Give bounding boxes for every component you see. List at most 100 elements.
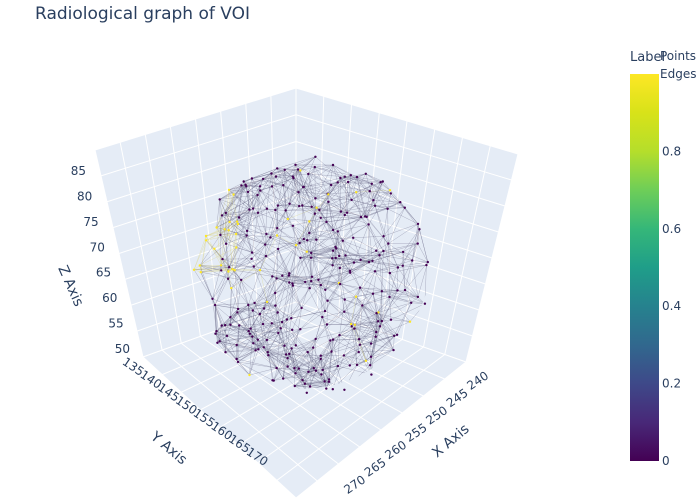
point-marker bbox=[389, 318, 393, 321]
edge-line bbox=[375, 321, 383, 337]
edge-line bbox=[372, 293, 383, 322]
edge-line bbox=[307, 221, 310, 241]
point-marker bbox=[338, 266, 341, 270]
edge-line bbox=[216, 215, 223, 228]
edge-line bbox=[356, 177, 367, 217]
edge-line bbox=[236, 336, 253, 360]
gridline bbox=[276, 354, 446, 481]
legend-item-edges[interactable]: Edges bbox=[660, 65, 696, 83]
point-marker bbox=[408, 320, 412, 323]
point-marker bbox=[220, 214, 224, 217]
edge-line bbox=[266, 301, 279, 334]
edge-line bbox=[228, 271, 232, 289]
edge-line bbox=[216, 227, 222, 266]
edge-line bbox=[266, 173, 272, 209]
edge-line bbox=[322, 365, 338, 371]
point-marker bbox=[306, 350, 309, 354]
edge-line bbox=[301, 284, 321, 309]
edge-line bbox=[295, 345, 308, 353]
edge-line bbox=[376, 250, 399, 268]
edge-line bbox=[356, 181, 383, 193]
point-marker bbox=[257, 348, 260, 351]
point-marker bbox=[349, 271, 352, 274]
edge-line bbox=[351, 326, 360, 340]
edge-line bbox=[246, 235, 279, 250]
edge-line bbox=[349, 343, 372, 366]
edge-line bbox=[247, 230, 267, 235]
edge-line bbox=[402, 251, 406, 291]
edge-line bbox=[360, 236, 384, 261]
legend: Points Edges bbox=[660, 47, 696, 83]
edge-line bbox=[403, 251, 428, 263]
edge-line bbox=[372, 293, 412, 303]
edge-line bbox=[350, 261, 370, 273]
point-marker bbox=[341, 239, 344, 242]
edge-line bbox=[327, 283, 340, 301]
edge-line bbox=[262, 323, 281, 329]
edge-line bbox=[337, 182, 352, 201]
point-marker bbox=[270, 172, 273, 175]
edge-line bbox=[225, 243, 229, 279]
edge-line bbox=[314, 164, 334, 168]
edge-line bbox=[277, 228, 307, 252]
edge-line bbox=[230, 288, 232, 318]
edge-line bbox=[333, 216, 367, 231]
edge-line bbox=[200, 269, 233, 273]
edge-line bbox=[370, 349, 394, 366]
point-marker bbox=[330, 350, 333, 353]
edge-line bbox=[258, 349, 277, 369]
point-marker bbox=[286, 357, 289, 360]
edge-line bbox=[349, 360, 366, 366]
edge-line bbox=[291, 285, 294, 319]
point-marker bbox=[216, 341, 219, 344]
point-marker bbox=[229, 316, 232, 319]
edge-line bbox=[228, 235, 247, 268]
point-marker bbox=[205, 239, 208, 242]
edge-line bbox=[315, 324, 328, 340]
edge-line bbox=[219, 194, 234, 200]
edge-line bbox=[326, 300, 328, 325]
edge-line bbox=[292, 221, 310, 226]
point-marker bbox=[381, 180, 384, 183]
edge-line bbox=[369, 191, 376, 206]
edge-line bbox=[374, 205, 384, 237]
edge-line bbox=[309, 229, 334, 234]
edge-line bbox=[221, 184, 246, 216]
edge-line bbox=[292, 281, 306, 284]
edge-line bbox=[282, 275, 290, 283]
edge-line bbox=[372, 255, 380, 294]
edge-line bbox=[302, 198, 316, 206]
edge-line bbox=[350, 175, 370, 192]
edge-line bbox=[328, 194, 348, 213]
edge-line bbox=[320, 284, 345, 300]
point-marker bbox=[315, 238, 318, 241]
point-marker bbox=[275, 366, 278, 370]
edge-line bbox=[272, 276, 290, 283]
edge-line bbox=[289, 242, 300, 274]
gridline bbox=[124, 221, 297, 280]
edge-line bbox=[376, 296, 390, 314]
edge-line bbox=[350, 296, 357, 325]
edge-line bbox=[378, 312, 395, 336]
edge-line bbox=[275, 281, 306, 306]
edge-line bbox=[272, 248, 279, 277]
edge-line bbox=[229, 194, 234, 222]
edge-line bbox=[199, 247, 237, 266]
edge-line bbox=[225, 221, 230, 244]
edge-line bbox=[295, 345, 314, 369]
point-marker bbox=[320, 373, 323, 376]
point-marker bbox=[291, 284, 295, 287]
legend-item-points[interactable]: Points bbox=[660, 47, 696, 65]
edge-line bbox=[292, 307, 302, 330]
edge-line bbox=[314, 166, 345, 177]
edge-line bbox=[337, 182, 372, 184]
edge-line bbox=[339, 267, 345, 300]
edge-line bbox=[390, 193, 405, 208]
edge-line bbox=[271, 323, 293, 330]
point-marker bbox=[339, 176, 342, 180]
edge-line bbox=[226, 335, 253, 337]
edge-line bbox=[360, 217, 384, 252]
point-marker bbox=[274, 304, 277, 307]
point-marker bbox=[336, 364, 340, 368]
edge-line bbox=[368, 255, 380, 263]
